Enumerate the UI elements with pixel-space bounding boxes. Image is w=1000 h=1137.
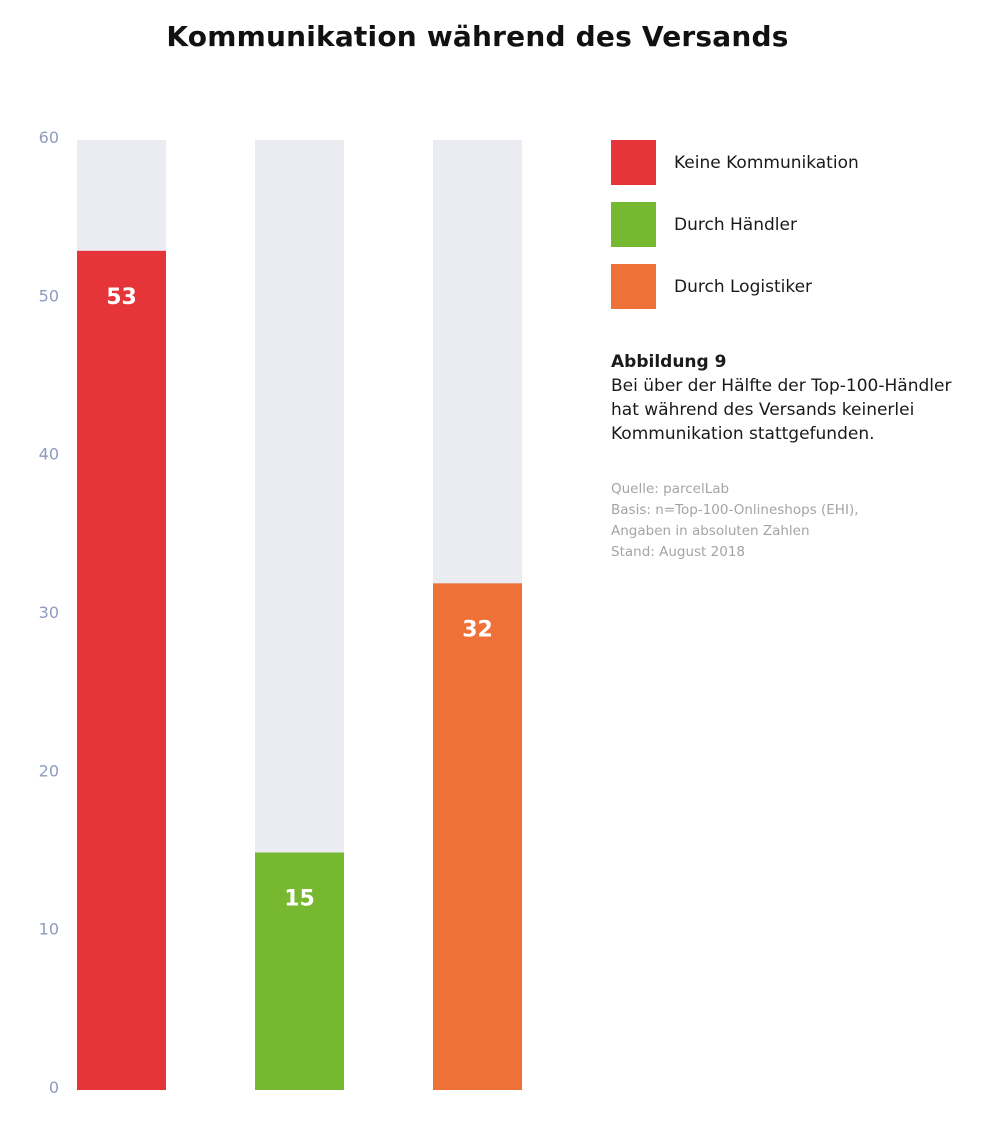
bar-value-label: 53 <box>106 285 137 310</box>
legend-item-durch-haendler: Durch Händler <box>611 202 859 247</box>
y-tick-label: 60 <box>39 128 59 147</box>
y-tick-label: 50 <box>39 286 59 305</box>
legend-swatch-red <box>611 140 656 185</box>
source-line: Stand: August 2018 <box>611 544 745 560</box>
chart-title: Kommunikation während des Versands <box>166 20 789 53</box>
bar-value-label: 15 <box>284 887 315 912</box>
legend-item-durch-logistiker: Durch Logistiker <box>611 264 859 309</box>
legend-label: Durch Logistiker <box>674 276 813 297</box>
caption-line: Bei über der Hälfte der Top-100-Händler <box>611 376 952 396</box>
y-tick-label: 40 <box>39 445 59 464</box>
source-note: Quelle: parcelLab Basis: n=Top-100-Onlin… <box>611 479 991 563</box>
legend-item-keine-kommunikation: Keine Kommunikation <box>611 140 859 185</box>
figure-caption: Abbildung 9 Bei über der Hälfte der Top-… <box>611 350 991 446</box>
bar <box>433 583 522 1090</box>
legend-swatch-green <box>611 202 656 247</box>
bar <box>77 250 166 1091</box>
source-line: Angaben in absoluten Zahlen <box>611 523 810 539</box>
legend-swatch-orange <box>611 264 656 309</box>
source-line: Basis: n=Top-100-Onlineshops (EHI), <box>611 502 859 518</box>
y-tick-label: 30 <box>39 603 59 622</box>
caption-line: Kommunikation stattgefunden. <box>611 424 875 444</box>
source-line: Quelle: parcelLab <box>611 481 730 497</box>
figure-heading: Abbildung 9 <box>611 352 727 372</box>
y-tick-label: 0 <box>49 1078 59 1097</box>
legend-label: Keine Kommunikation <box>674 152 859 173</box>
caption-line: hat während des Versands keinerlei <box>611 400 915 420</box>
bar-chart: 0 10 20 30 40 50 60 53 15 32 <box>39 128 522 1097</box>
bar-value-label: 32 <box>462 617 493 642</box>
legend: Keine Kommunikation Durch Händler Durch … <box>611 140 859 326</box>
bar <box>255 852 344 1090</box>
y-tick-label: 20 <box>39 761 59 780</box>
legend-label: Durch Händler <box>674 214 797 235</box>
y-tick-label: 10 <box>39 920 59 939</box>
